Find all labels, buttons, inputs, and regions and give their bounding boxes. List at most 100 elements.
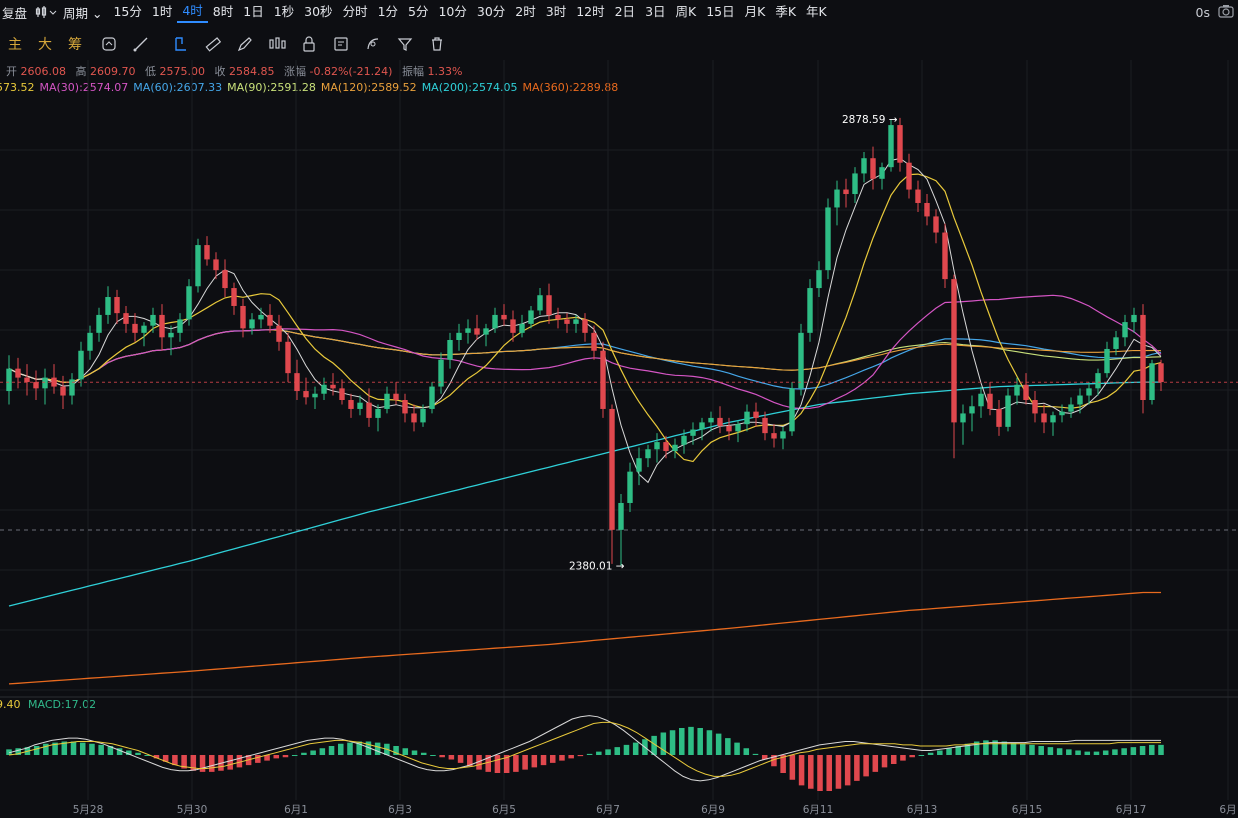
macd-bar (1158, 744, 1164, 755)
camera-icon[interactable] (1218, 4, 1234, 21)
macd-bar (743, 748, 750, 755)
candle-body (492, 314, 498, 329)
large-order-button[interactable]: 大 (38, 37, 52, 53)
interval-3[interactable]: 8时 (212, 4, 234, 19)
macd-bar (1130, 747, 1137, 755)
candle-body (357, 402, 363, 409)
filter-icon[interactable] (392, 33, 418, 55)
macd-bar (503, 755, 510, 773)
interval-16[interactable]: 3日 (645, 4, 666, 19)
interval-4[interactable]: 1日 (243, 4, 264, 19)
macd-bar (208, 755, 215, 772)
open-value: 2606.08 (20, 65, 67, 78)
candle-body (402, 400, 408, 414)
interval-5[interactable]: 1秒 (273, 4, 295, 19)
candle-body (762, 417, 768, 434)
candle-body (33, 382, 39, 389)
candle-body (267, 314, 273, 326)
interval-6[interactable]: 30秒 (304, 4, 333, 19)
macd-bar (116, 748, 123, 755)
macd-bar (596, 751, 602, 755)
macd-bar (6, 749, 12, 755)
candle-body (582, 319, 588, 333)
interval-9[interactable]: 5分 (408, 4, 429, 19)
candle-body (834, 189, 840, 208)
macd-bar (181, 755, 187, 769)
candle-body (231, 288, 237, 306)
drawing-toolbar: 主 大 筹 (0, 32, 470, 56)
interval-14[interactable]: 12时 (576, 4, 605, 19)
candle-body (708, 417, 714, 423)
candle-body (501, 314, 507, 320)
interval-13[interactable]: 3时 (545, 4, 567, 19)
macd-bar (983, 740, 989, 755)
candle-body (465, 328, 471, 333)
ruler-icon[interactable] (200, 33, 226, 55)
macd-bar (771, 755, 777, 767)
candle-body (1140, 314, 1146, 400)
candle-body (870, 158, 876, 179)
draw-line-icon[interactable] (128, 33, 154, 55)
pen-icon[interactable] (232, 33, 258, 55)
candle-body (942, 232, 948, 280)
interval-8[interactable]: 1分 (377, 4, 399, 19)
interval-7[interactable]: 分时 (342, 4, 368, 19)
interval-1[interactable]: 1时 (151, 4, 173, 19)
macd-bar (688, 726, 694, 755)
interval-12[interactable]: 2时 (515, 4, 536, 19)
interval-15[interactable]: 2日 (614, 4, 636, 19)
interval-19[interactable]: 月K (744, 4, 766, 19)
macd-bar (1066, 749, 1072, 755)
interval-2[interactable]: 4时 (177, 1, 208, 23)
replay-button[interactable]: 复盘 (2, 5, 28, 21)
candle-body (15, 368, 21, 378)
macd-bar (900, 755, 906, 761)
macd-bar (1121, 748, 1127, 755)
macd-bar (393, 746, 399, 755)
candle-body (186, 286, 192, 320)
chart-type-icon[interactable] (33, 5, 59, 19)
candle-body (609, 408, 615, 530)
macd-bar (844, 755, 851, 786)
candle-body (1158, 363, 1164, 383)
chip-button[interactable]: 筹 (68, 37, 82, 53)
macd-bar (1112, 749, 1118, 755)
macd-bar (881, 755, 888, 768)
trash-icon[interactable] (424, 33, 450, 55)
macd-bar (789, 755, 796, 780)
candle-body (1113, 337, 1119, 349)
macd-bar (411, 750, 418, 755)
candle-body (672, 444, 678, 452)
candle-body (843, 189, 849, 195)
interval-21[interactable]: 年K (806, 4, 827, 19)
macd-bar (854, 755, 860, 781)
main-indicator-button[interactable]: 主 (8, 37, 22, 53)
fib-icon[interactable] (360, 33, 386, 55)
interval-20[interactable]: 季K (775, 4, 797, 19)
candle-body (1122, 322, 1128, 338)
period-dropdown[interactable]: 周期 ⌄ (63, 5, 103, 21)
macd-bar (808, 755, 814, 789)
candle-body (618, 502, 624, 530)
macd-bar (586, 753, 593, 755)
macd-legend: 9.40 MACD:17.02 (0, 698, 96, 711)
macd-bar (89, 743, 95, 755)
macd-bar (310, 750, 316, 755)
candle-body (906, 162, 912, 190)
interval-0[interactable]: 15分 (113, 4, 142, 19)
interval-10[interactable]: 10分 (438, 4, 467, 19)
candle-icon[interactable] (264, 33, 290, 55)
macd-bar (1093, 751, 1100, 755)
cycle-icon[interactable] (96, 33, 122, 55)
interval-17[interactable]: 周K (675, 4, 697, 19)
interval-18[interactable]: 15日 (706, 4, 735, 19)
magnet-icon[interactable] (168, 33, 194, 55)
candle-body (573, 319, 579, 324)
macd-bar (605, 749, 611, 755)
lock-icon[interactable] (296, 33, 322, 55)
note-icon[interactable] (328, 33, 354, 55)
interval-11[interactable]: 30分 (476, 4, 506, 19)
candle-body (1032, 400, 1038, 414)
candle-body (645, 449, 651, 459)
